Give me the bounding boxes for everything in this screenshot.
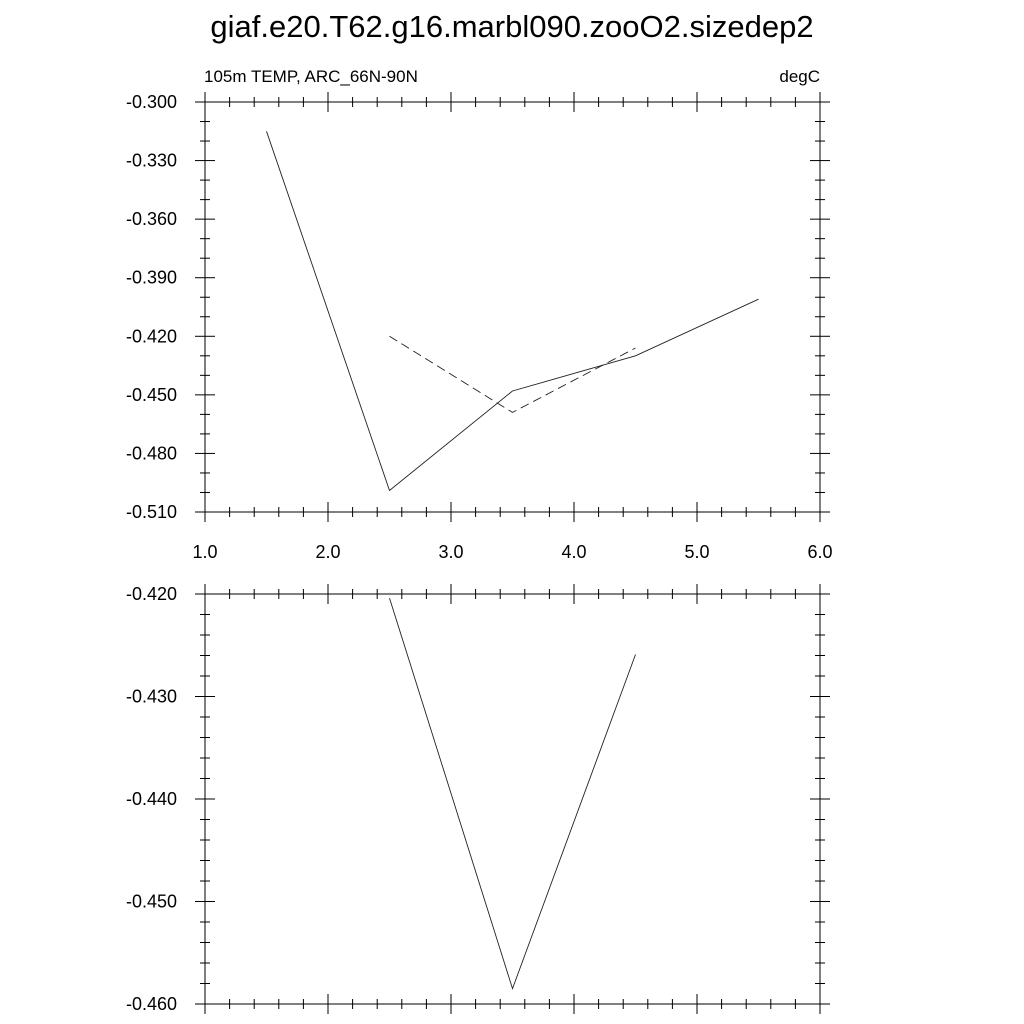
series-line-1 xyxy=(266,131,759,492)
x-tick-label: 3.0 xyxy=(438,542,463,562)
top-panel: 105m TEMP, ARC_66N-90N degC -0.300 -0.330… xyxy=(126,67,833,562)
y-tick-label: -0.430 xyxy=(126,687,177,707)
top-tick-labels: -0.300 -0.330 -0.360 -0.390 -0.420 -0.450 -0.4… xyxy=(126,92,833,562)
bottom-series xyxy=(389,597,636,990)
y-tick-label: -0.420 xyxy=(126,326,177,346)
bottom-panel: -0.420 -0.430 -0.440 -0.450 -0.460 xyxy=(126,584,830,1014)
y-tick-label: -0.450 xyxy=(126,385,177,405)
y-tick-label: -0.510 xyxy=(126,502,177,522)
bottom-tick-labels: -0.420 -0.430 -0.440 -0.450 -0.460 xyxy=(126,584,177,1014)
series-line-2 xyxy=(389,335,636,413)
y-tick-label: -0.390 xyxy=(126,268,177,288)
top-left-label: 105m TEMP, ARC_66N-90N xyxy=(204,67,418,86)
top-units-label: degC xyxy=(779,67,820,86)
x-tick-label: 1.0 xyxy=(192,542,217,562)
y-tick-label: -0.360 xyxy=(126,209,177,229)
y-tick-label: -0.440 xyxy=(126,789,177,809)
y-tick-label: -0.330 xyxy=(126,151,177,171)
y-tick-label: -0.480 xyxy=(126,443,177,463)
y-tick-label: -0.450 xyxy=(126,892,177,912)
top-plot-frame xyxy=(204,101,821,513)
y-tick-label: -0.460 xyxy=(126,994,177,1014)
top-series xyxy=(266,131,759,492)
y-tick-label: -0.300 xyxy=(126,92,177,112)
x-tick-label: 2.0 xyxy=(315,542,340,562)
x-tick-label: 6.0 xyxy=(807,542,832,562)
y-tick-label: -0.420 xyxy=(126,584,177,604)
x-tick-label: 4.0 xyxy=(561,542,586,562)
x-tick-label: 5.0 xyxy=(684,542,709,562)
top-ticks xyxy=(195,92,830,522)
bottom-ticks xyxy=(195,584,830,1014)
figure-title: giaf.e20.T62.g16.marbl090.zooO2.sizedep2 xyxy=(210,9,813,44)
series-line-1 xyxy=(389,597,636,990)
